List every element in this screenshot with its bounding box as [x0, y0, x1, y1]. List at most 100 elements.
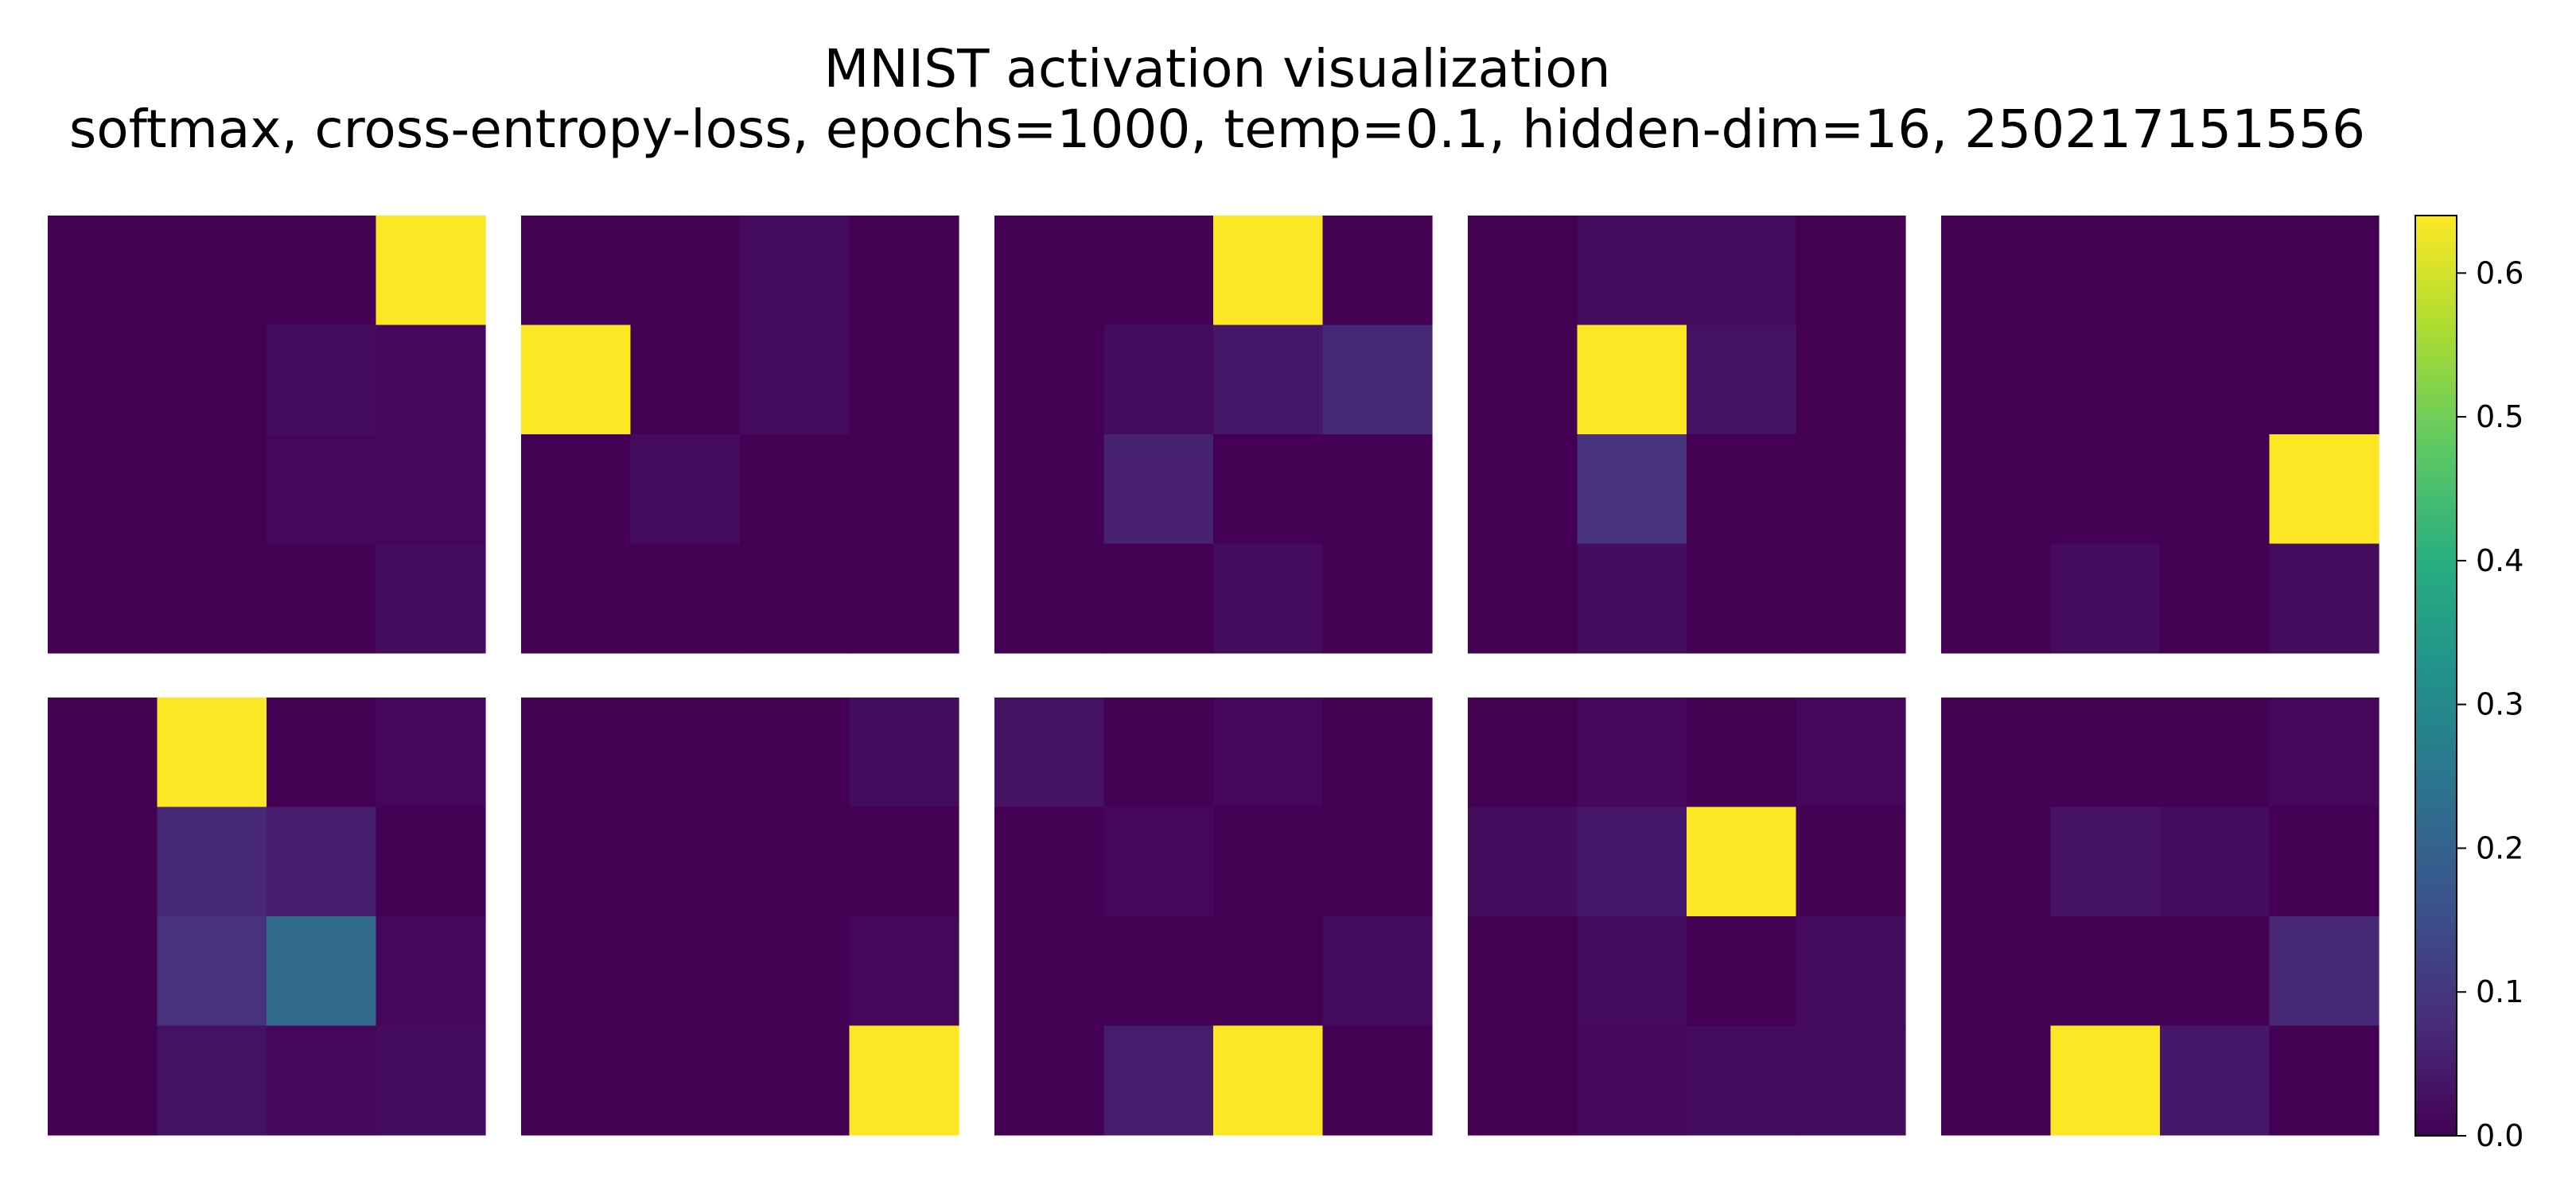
colorbar-tick-label: 0.4: [2476, 543, 2523, 578]
heatmap-cell: [740, 806, 850, 917]
heatmap-cell: [2160, 916, 2271, 1027]
heatmap-panel-10: [1941, 698, 2379, 1136]
heatmap-cell: [994, 434, 1105, 545]
heatmap-cell: [849, 325, 959, 435]
heatmap-cell: [1687, 916, 1797, 1027]
heatmap-cell: [740, 325, 850, 435]
heatmap-cell: [1213, 806, 1324, 917]
heatmap-cell: [157, 325, 267, 435]
heatmap-cell: [994, 216, 1105, 326]
heatmap-cell: [1687, 325, 1797, 435]
heatmap-cell: [1577, 543, 1687, 654]
heatmap-cell: [1103, 325, 1214, 435]
heatmap-cell: [2269, 916, 2379, 1027]
heatmap-cell: [1468, 434, 1578, 545]
heatmap-cell: [376, 806, 486, 917]
heatmap-cell: [630, 916, 741, 1027]
heatmap-cell: [849, 916, 959, 1027]
colorbar-tick-label: 0.0: [2476, 1118, 2523, 1153]
heatmap-cell: [630, 543, 741, 654]
heatmap-panel-5: [1941, 216, 2379, 654]
heatmap-cell: [1796, 325, 1906, 435]
heatmap-cell: [2160, 543, 2271, 654]
heatmap-cell: [157, 698, 267, 808]
heatmap-cell: [1213, 543, 1324, 654]
heatmap-cell: [1941, 698, 2052, 808]
heatmap-cell: [1213, 216, 1324, 326]
colorbar-tick-label: 0.2: [2476, 830, 2523, 865]
heatmap-cell: [521, 916, 632, 1027]
heatmap-cell: [1577, 216, 1687, 326]
heatmap-cell: [849, 216, 959, 326]
heatmap-cell: [1103, 434, 1214, 545]
heatmap-cell: [1468, 216, 1578, 326]
heatmap-cell: [2269, 216, 2379, 326]
heatmap-cell: [1577, 806, 1687, 917]
heatmap-cell: [521, 806, 632, 917]
heatmap-cell: [2050, 216, 2161, 326]
heatmap-cell: [1322, 1025, 1433, 1136]
heatmap-panel-9: [1468, 698, 1906, 1136]
heatmap-cell: [1103, 916, 1214, 1027]
chart-subtitle: softmax, cross-entropy-loss, epochs=1000…: [68, 99, 2366, 160]
heatmap-cell: [48, 543, 158, 654]
heatmap-cell: [1577, 698, 1687, 808]
heatmap-cell: [1468, 325, 1578, 435]
heatmap-cell: [994, 916, 1105, 1027]
heatmap-cell: [521, 434, 632, 545]
heatmap-cell: [630, 806, 741, 917]
chart-title: MNIST activation visualization: [823, 38, 1611, 99]
heatmap-cell: [1687, 698, 1797, 808]
heatmap-cell: [521, 543, 632, 654]
heatmap-cell: [48, 434, 158, 545]
heatmap-cell: [376, 916, 486, 1027]
heatmap-cell: [740, 698, 850, 808]
heatmap-cell: [2050, 434, 2161, 545]
heatmap-cell: [1213, 325, 1324, 435]
heatmap-cell: [2269, 325, 2379, 435]
heatmap-cell: [267, 698, 377, 808]
heatmap-cell: [48, 698, 158, 808]
heatmap-cell: [1322, 806, 1433, 917]
heatmap-cell: [376, 1025, 486, 1136]
heatmap-cell: [1796, 698, 1906, 808]
heatmap-cell: [521, 325, 632, 435]
heatmap-cell: [1468, 543, 1578, 654]
heatmap-cell: [740, 216, 850, 326]
heatmap-cell: [1468, 698, 1578, 808]
heatmap-cell: [157, 216, 267, 326]
heatmap-cell: [994, 698, 1105, 808]
heatmap-cell: [1577, 434, 1687, 545]
heatmap-cell: [630, 216, 741, 326]
heatmap-cell: [521, 216, 632, 326]
heatmap-cell: [2050, 916, 2161, 1027]
heatmap-cell: [157, 543, 267, 654]
heatmap-cell: [630, 1025, 741, 1136]
heatmap-cell: [1577, 916, 1687, 1027]
heatmap-cell: [1796, 806, 1906, 917]
heatmap-panel-3: [994, 216, 1433, 654]
heatmap-panel-6: [48, 698, 486, 1136]
heatmap-cell: [849, 698, 959, 808]
heatmap-cell: [157, 916, 267, 1027]
heatmap-cell: [2160, 325, 2271, 435]
heatmap-cell: [630, 698, 741, 808]
heatmap-cell: [1577, 325, 1687, 435]
heatmap-cell: [2269, 806, 2379, 917]
heatmap-cell: [2050, 806, 2161, 917]
heatmap-cell: [2050, 1025, 2161, 1136]
heatmap-cell: [2269, 1025, 2379, 1136]
heatmap-cell: [1941, 916, 2052, 1027]
heatmap-cell: [1577, 1025, 1687, 1136]
heatmap-cell: [849, 1025, 959, 1136]
heatmap-cell: [376, 434, 486, 545]
heatmap-cell: [1213, 434, 1324, 545]
heatmap-cell: [1468, 1025, 1578, 1136]
heatmap-cell: [1687, 543, 1797, 654]
heatmap-cell: [1468, 916, 1578, 1027]
heatmap-cell: [1322, 434, 1433, 545]
heatmap-panel-1: [48, 216, 486, 654]
colorbar: 0.0 0.1 0.2 0.3 0.4 0.5 0.6: [2415, 215, 2523, 1153]
heatmap-cell: [740, 916, 850, 1027]
heatmap-cell: [1213, 698, 1324, 808]
